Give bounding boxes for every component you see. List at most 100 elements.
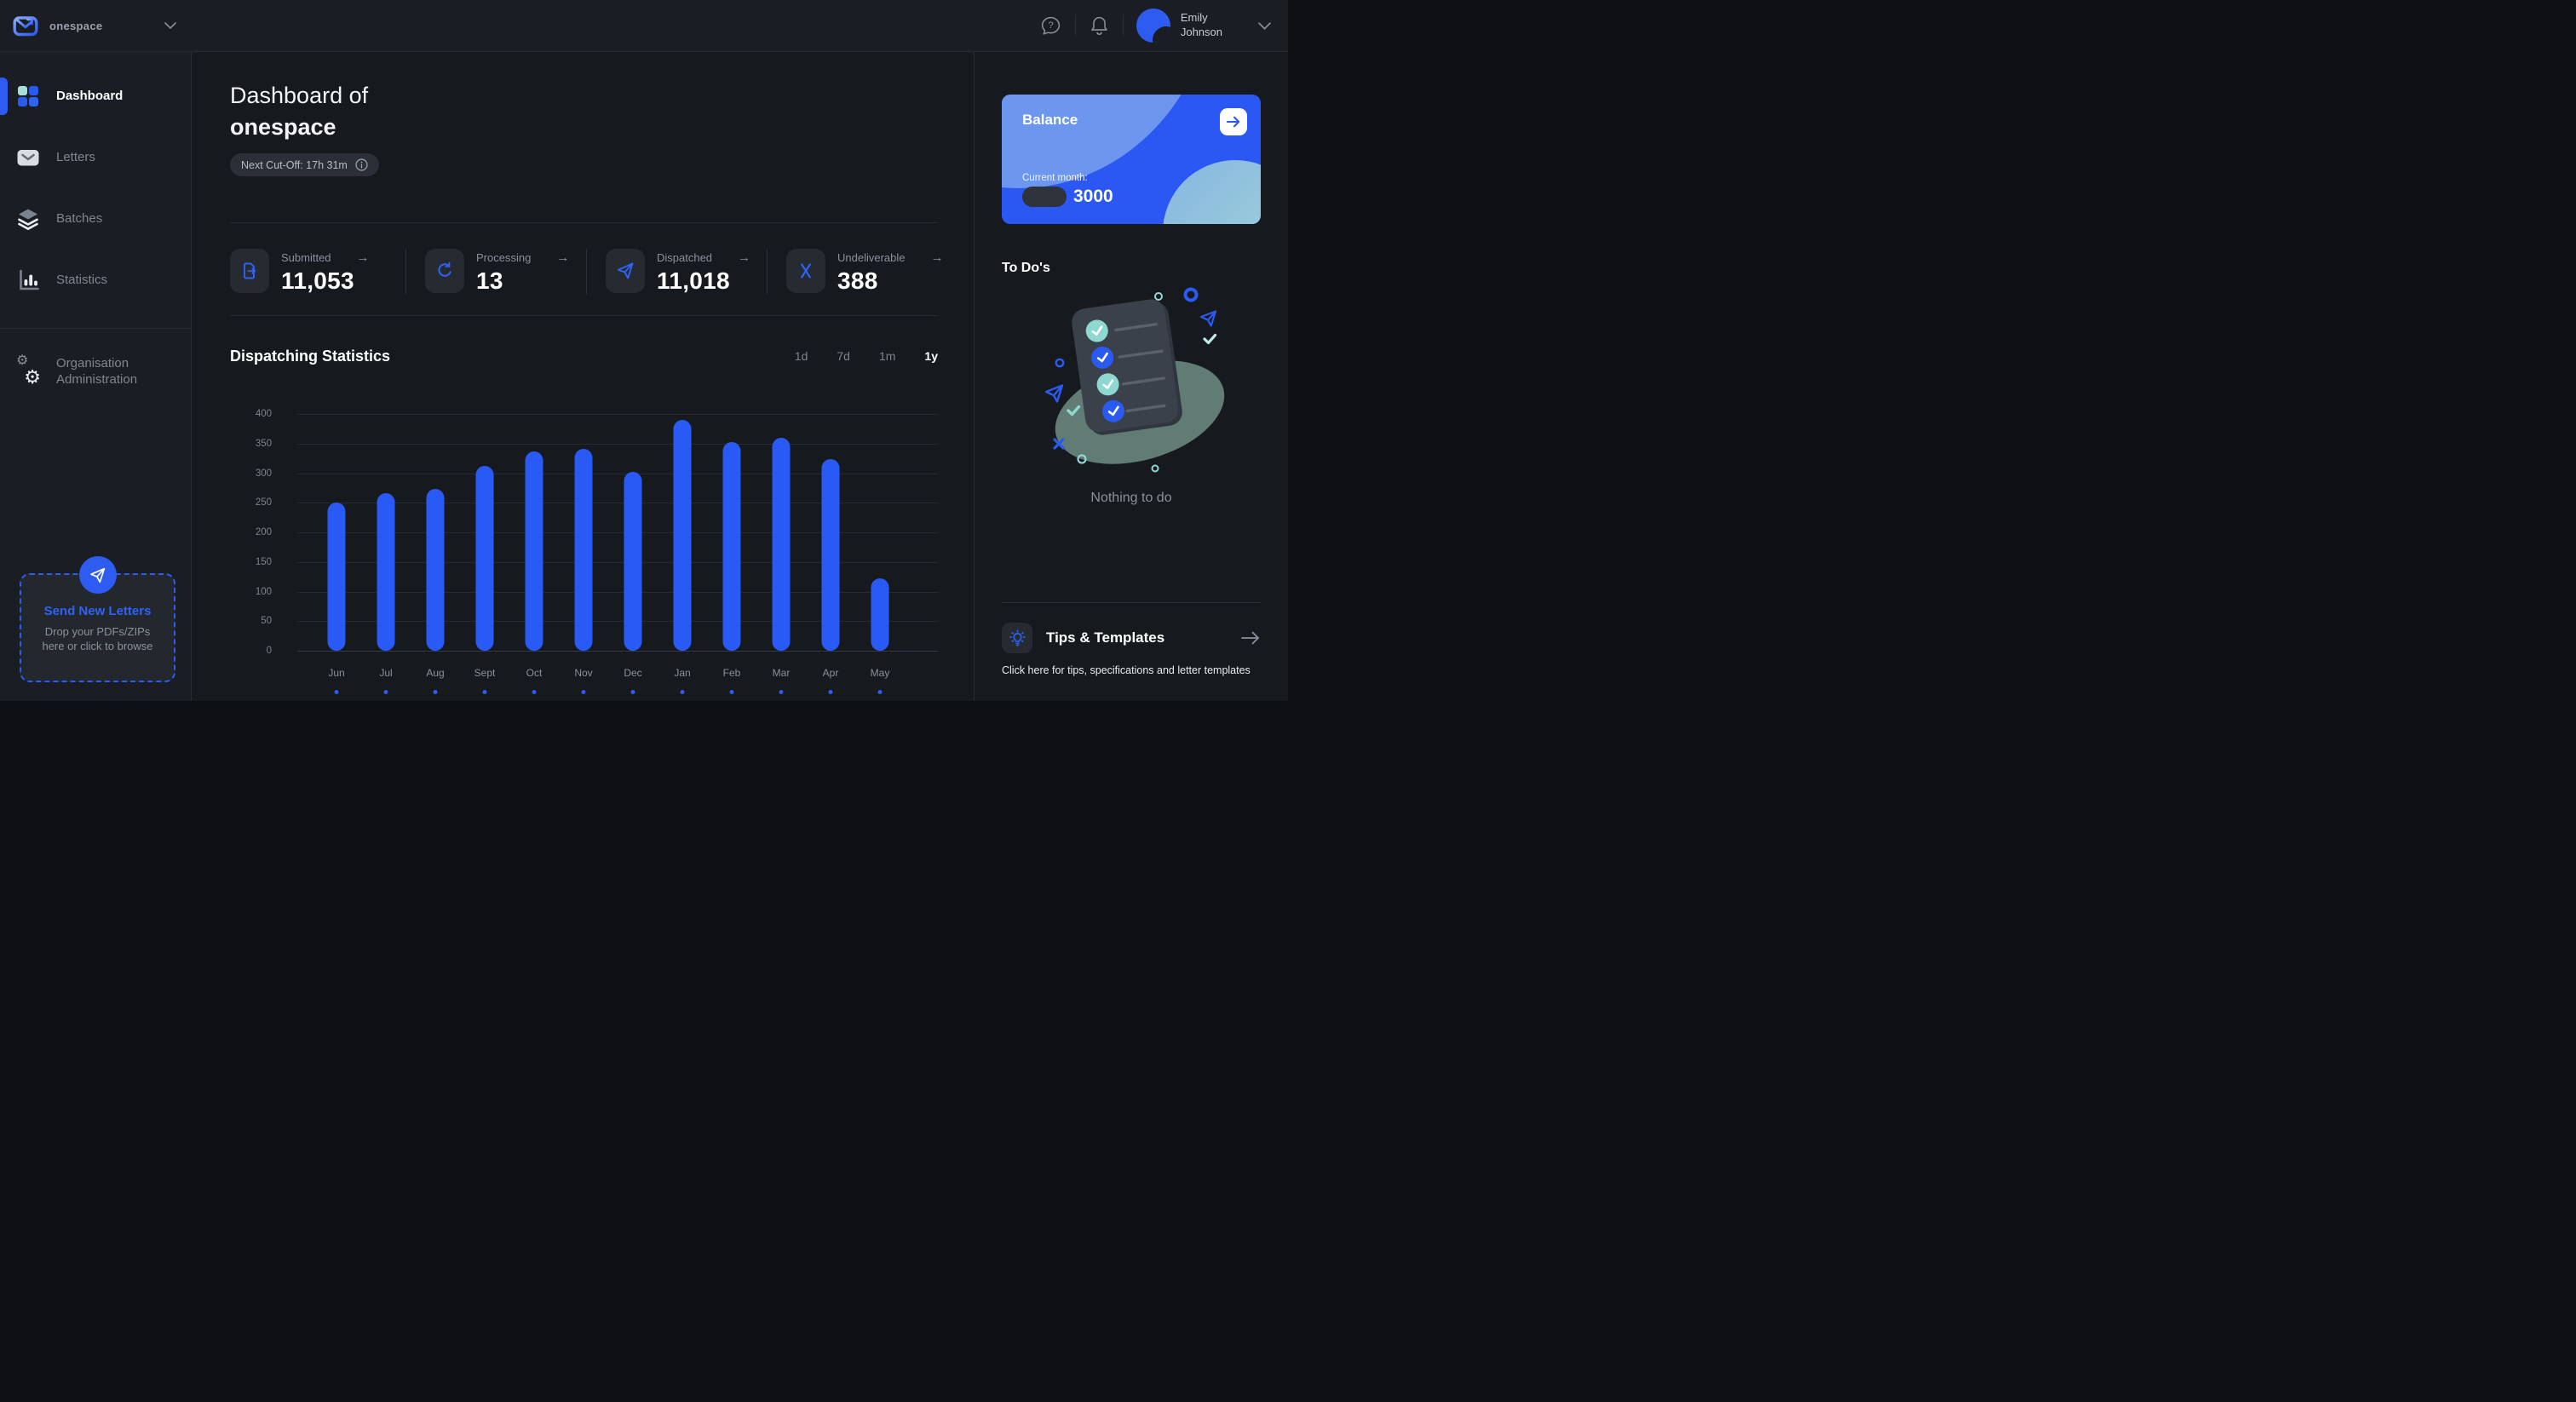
y-axis-tick-label: 50 bbox=[261, 616, 272, 627]
currency-chip bbox=[1022, 187, 1067, 207]
bar-sept bbox=[475, 465, 494, 651]
sidebar-item-label: Batches bbox=[56, 211, 103, 227]
x-axis-dot bbox=[334, 690, 339, 694]
dropzone-subtitle: Drop your PDFs/ZIPs here or click to bro… bbox=[42, 625, 153, 653]
sidebar-item-letters[interactable]: Letters bbox=[0, 139, 191, 176]
bar-feb bbox=[722, 442, 741, 651]
next-cutoff-badge: Next Cut-Off: 17h 31m bbox=[230, 153, 379, 176]
tips-description: Click here for tips, specifications and … bbox=[1002, 664, 1251, 676]
x-axis-dot bbox=[729, 690, 734, 694]
x-axis-tick-label: Sept bbox=[474, 667, 496, 679]
refresh-icon bbox=[425, 249, 464, 293]
document-out-icon bbox=[230, 249, 269, 293]
onespace-logo-icon bbox=[13, 14, 38, 37]
bar-jan bbox=[673, 419, 692, 651]
gridline bbox=[297, 443, 938, 445]
layers-icon bbox=[14, 206, 42, 232]
gears-icon: ⚙ ⚙ bbox=[16, 353, 41, 388]
x-axis-dot bbox=[828, 690, 833, 694]
sidebar-item-label: Statistics bbox=[56, 273, 108, 288]
stat-value: 13 bbox=[476, 267, 503, 294]
stat-value: 11,053 bbox=[281, 267, 354, 294]
sidebar-item-statistics[interactable]: Statistics bbox=[0, 261, 191, 299]
app-window: onespace ? Emily Johnson bbox=[0, 0, 1288, 701]
arrow-right-icon[interactable]: → bbox=[556, 250, 570, 265]
right-panel: Balance Current month: 3000 To Do's bbox=[974, 52, 1288, 701]
x-axis-tick-label: Jul bbox=[379, 667, 393, 679]
y-axis-tick-label: 100 bbox=[255, 586, 272, 597]
stat-undeliverable: Undeliverable → 388 bbox=[767, 249, 944, 295]
x-axis-dot bbox=[383, 690, 388, 694]
sidebar: Dashboard Letters Batches Statistics ⚙ ⚙ Or… bbox=[0, 52, 192, 701]
stats-row: Submitted → 11,053 Processing → 13 Dispatche… bbox=[230, 222, 944, 316]
x-axis-tick-label: Jun bbox=[328, 667, 345, 679]
x-axis-dot bbox=[779, 690, 784, 694]
stat-label: Submitted bbox=[281, 251, 331, 264]
bar-jul bbox=[377, 493, 395, 651]
arrow-right-icon[interactable]: → bbox=[738, 250, 751, 265]
stat-label: Processing bbox=[476, 251, 532, 264]
bar-may bbox=[871, 578, 889, 651]
svg-text:?: ? bbox=[1048, 20, 1053, 31]
range-toggle-7d[interactable]: 7d bbox=[837, 349, 850, 363]
user-avatar[interactable] bbox=[1136, 9, 1170, 43]
page-title: Dashboard of onespace bbox=[230, 83, 369, 140]
help-icon[interactable]: ? bbox=[1039, 14, 1062, 37]
bar-nov bbox=[574, 449, 593, 651]
x-axis-tick-label: Mar bbox=[772, 667, 791, 679]
info-icon[interactable] bbox=[355, 158, 368, 171]
range-toggle-1m[interactable]: 1m bbox=[878, 349, 896, 363]
lightbulb-icon bbox=[1002, 623, 1032, 653]
sidebar-item-batches[interactable]: Batches bbox=[0, 200, 191, 238]
stat-value: 388 bbox=[837, 267, 878, 294]
sidebar-nav: Dashboard Letters Batches Statistics ⚙ ⚙ Or… bbox=[0, 52, 191, 390]
main-content: Dashboard of onespace Next Cut-Off: 17h … bbox=[192, 52, 974, 701]
range-toggle-1d[interactable]: 1d bbox=[794, 349, 808, 363]
sidebar-item-organisation-administration[interactable]: ⚙ ⚙ Organisation Administration bbox=[0, 353, 191, 390]
x-axis-tick-label: Jan bbox=[674, 667, 691, 679]
sidebar-divider bbox=[0, 328, 191, 329]
stat-label: Undeliverable bbox=[837, 251, 906, 264]
stat-submitted: Submitted → 11,053 bbox=[230, 249, 405, 295]
arrow-right-icon[interactable]: → bbox=[930, 250, 944, 265]
gridline bbox=[297, 532, 938, 533]
x-axis-dot bbox=[433, 690, 438, 694]
dispatching-bar-chart: 400 350 300 250 200 150 100 50 0 Jun Jul Aug Sept Oct… bbox=[230, 409, 938, 701]
gridline bbox=[297, 651, 938, 652]
decorative-blob bbox=[1163, 160, 1261, 224]
stat-body: Processing → 13 bbox=[476, 249, 569, 295]
arrow-right-icon[interactable] bbox=[1240, 631, 1261, 645]
stat-value: 11,018 bbox=[657, 267, 730, 294]
topbar-actions: ? Emily Johnson bbox=[1039, 9, 1288, 43]
balance-arrow-button[interactable] bbox=[1220, 108, 1247, 135]
stat-dispatched: Dispatched → 11,018 bbox=[586, 249, 767, 295]
stat-label: Dispatched bbox=[657, 251, 713, 264]
chevron-down-icon[interactable] bbox=[164, 22, 176, 29]
org-switcher[interactable]: onespace bbox=[0, 0, 192, 51]
arrow-right-icon[interactable]: → bbox=[356, 250, 370, 265]
notifications-bell-icon[interactable] bbox=[1089, 14, 1110, 37]
balance-card: Balance Current month: 3000 bbox=[1002, 95, 1261, 224]
stat-body: Undeliverable → 388 bbox=[837, 249, 944, 295]
stat-body: Submitted → 11,053 bbox=[281, 249, 370, 295]
bar-mar bbox=[772, 437, 791, 651]
x-axis-tick-label: Feb bbox=[722, 667, 741, 679]
sidebar-item-dashboard[interactable]: Dashboard bbox=[0, 78, 191, 115]
tips-templates-link[interactable]: Tips & Templates bbox=[1002, 623, 1261, 653]
range-toggle-1y[interactable]: 1y bbox=[924, 349, 938, 363]
x-axis-dot bbox=[877, 690, 883, 694]
bar-dec bbox=[624, 472, 642, 651]
todos-empty-illustration bbox=[1044, 287, 1225, 473]
chart-plot-area: Jun Jul Aug Sept Oct Nov Dec Jan Feb Mar Apr May bbox=[297, 414, 938, 694]
x-axis-dot bbox=[680, 690, 685, 694]
sidebar-item-label: Letters bbox=[56, 150, 95, 165]
x-axis-dot bbox=[482, 690, 487, 694]
user-menu-chevron-icon[interactable] bbox=[1258, 21, 1271, 30]
stat-body: Dispatched → 11,018 bbox=[657, 249, 750, 295]
range-toggle-group: 1d 7d 1m 1y bbox=[795, 349, 938, 363]
send-new-letters-dropzone[interactable]: Send New Letters Drop your PDFs/ZIPs her… bbox=[20, 556, 175, 682]
stat-processing: Processing → 13 bbox=[405, 249, 586, 295]
brand-name: onespace bbox=[49, 19, 103, 32]
y-axis-tick-label: 400 bbox=[255, 409, 272, 419]
x-axis-dot bbox=[532, 690, 537, 694]
